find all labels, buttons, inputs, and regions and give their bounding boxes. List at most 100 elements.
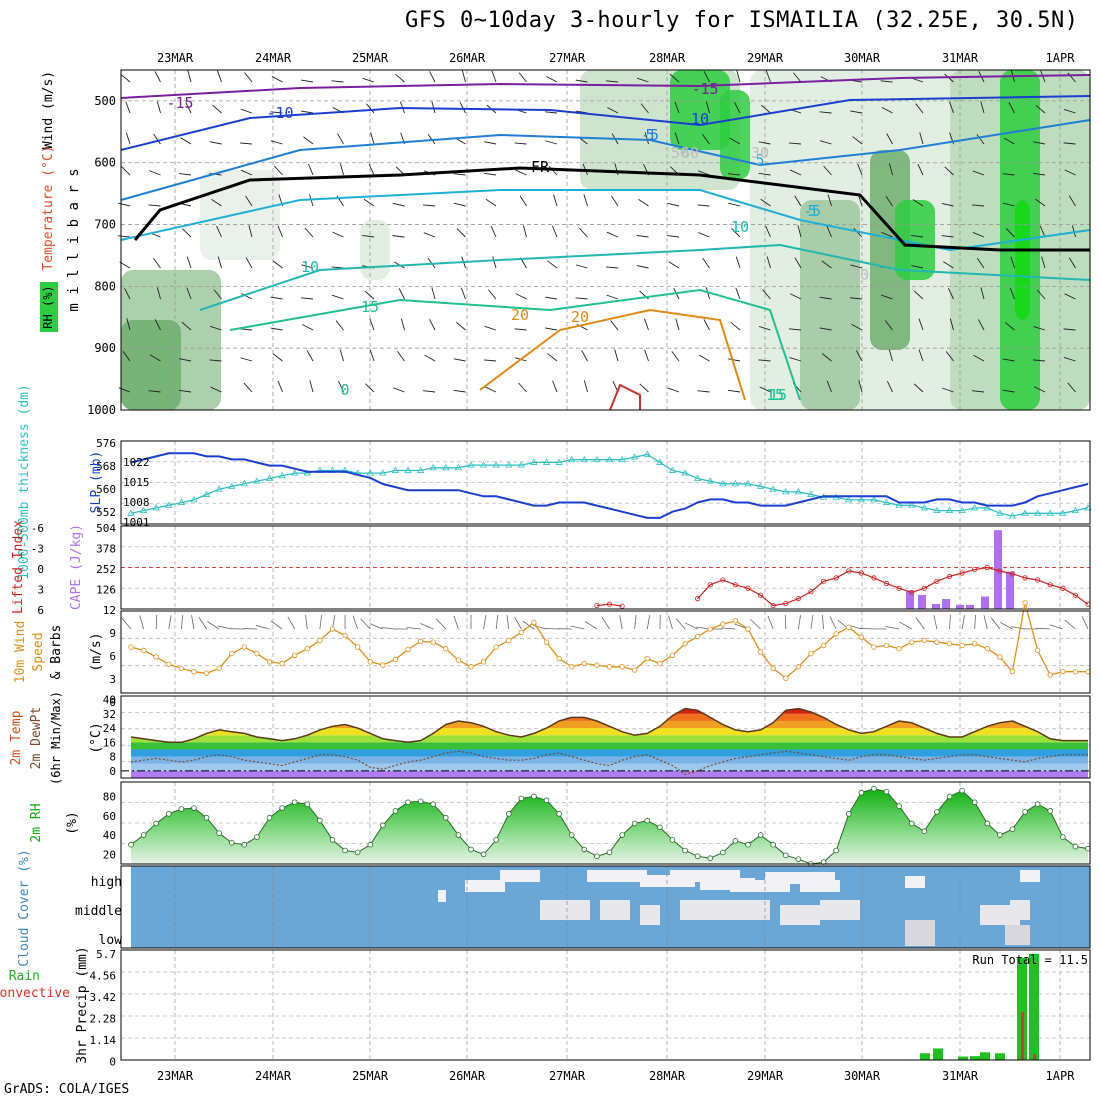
wind-barb — [575, 79, 588, 83]
wind-barb — [1081, 616, 1089, 630]
wind-barb — [858, 380, 863, 393]
wind-barb — [819, 111, 832, 114]
rh-marker — [921, 828, 928, 834]
rh-marker — [669, 837, 676, 843]
high-cloud — [500, 870, 540, 882]
wind-axis-label-c: & Barbs — [49, 625, 64, 680]
contour-label: 0 — [340, 381, 349, 399]
wind-barb — [1034, 198, 1046, 207]
wind-barb — [365, 383, 375, 393]
temp-band — [131, 728, 1088, 736]
thickness-marker — [908, 501, 916, 508]
wind-speed-marker — [531, 619, 537, 626]
wind-barb — [122, 350, 131, 362]
lifted-index-marker — [921, 585, 927, 591]
wind-barb — [352, 615, 359, 630]
wind-barb — [369, 623, 383, 630]
wind-barb — [217, 70, 222, 83]
wind-barb — [1068, 195, 1076, 207]
wind-barb — [570, 625, 585, 630]
cape-bar — [906, 590, 914, 609]
wind-barb — [1033, 359, 1046, 362]
rh-marker — [1072, 843, 1079, 850]
rh-marker — [216, 830, 222, 836]
rh-tick: 40 — [103, 829, 116, 842]
upper-air-frame — [120, 69, 1091, 411]
wind-barb — [1063, 328, 1076, 331]
wind-barb — [397, 351, 405, 362]
thickness-marker — [945, 506, 954, 514]
wind-barb — [518, 72, 527, 83]
wind-barb — [634, 615, 637, 630]
wind-barb — [1003, 137, 1015, 145]
wind-barb — [360, 618, 371, 630]
thickness-marker — [568, 455, 576, 463]
lifted-index-marker — [1047, 582, 1053, 588]
wind-barb — [961, 615, 965, 630]
contour-label: 5 — [807, 202, 816, 220]
wind-barb — [552, 380, 558, 393]
wind-speed-marker — [317, 637, 323, 644]
wind-barb — [514, 616, 522, 630]
rh-marker — [417, 798, 424, 805]
temp-tick: 40 — [103, 694, 116, 707]
wind-barb — [913, 290, 924, 300]
thickness-marker — [555, 458, 563, 465]
rh-marker — [556, 811, 562, 817]
wind-barb — [797, 225, 802, 238]
wind-barb — [888, 349, 893, 362]
wind-barb — [429, 319, 436, 331]
contour-label: 5 — [755, 151, 764, 169]
precip-bar — [995, 1053, 1005, 1060]
wind-barb — [156, 101, 161, 114]
wind-barb — [301, 79, 314, 83]
wind-barb — [1002, 358, 1015, 362]
wind-barb — [545, 327, 558, 331]
wind-barb — [644, 132, 649, 145]
wind-barb — [915, 617, 925, 630]
wind-barb — [217, 256, 222, 269]
wind-barb — [855, 350, 863, 362]
contour-label: -15 — [166, 94, 193, 112]
cape-bar — [942, 599, 950, 609]
wind-barb — [552, 225, 558, 238]
cape-bar — [1006, 571, 1014, 609]
thickness-marker — [719, 480, 727, 487]
lifted-index-marker — [833, 575, 839, 581]
wind-barb — [125, 132, 131, 145]
wind-barb — [668, 615, 673, 630]
wind-barb — [522, 620, 535, 630]
temperature-contour — [199, 243, 1091, 311]
wind-barb — [728, 173, 741, 176]
wind-speed-marker — [140, 647, 147, 654]
rh-marker — [392, 808, 399, 814]
thickness-marker — [643, 450, 651, 457]
lifted-index-marker — [1009, 571, 1016, 577]
temperature-contour — [120, 189, 1091, 252]
wind-barb — [636, 77, 649, 83]
thickness-marker — [857, 496, 866, 503]
rh-marker — [1022, 809, 1028, 815]
lifted-index-marker — [896, 585, 902, 591]
wind-barb — [424, 354, 436, 362]
wind-barb — [911, 235, 924, 238]
lifted-index-marker — [1022, 575, 1028, 581]
wind-barb — [735, 287, 741, 300]
convective-bar — [1033, 1054, 1036, 1060]
rh-shading — [800, 200, 860, 410]
wind-speed-marker — [846, 624, 852, 631]
wind-barb — [240, 357, 253, 362]
precip-bar — [980, 1052, 990, 1060]
wind-barb — [859, 627, 874, 630]
contour-label: 60 — [681, 144, 699, 162]
wind-barb — [431, 101, 436, 114]
rh-panel-frame — [120, 781, 1091, 865]
wind-barb — [850, 264, 863, 269]
rh-marker — [1060, 834, 1066, 840]
wind-barb — [435, 618, 447, 630]
wind-barb — [242, 628, 257, 630]
wind-barb — [484, 141, 497, 145]
wind-barb — [453, 389, 466, 393]
rh-marker — [619, 832, 625, 838]
wind-barb — [980, 287, 985, 300]
